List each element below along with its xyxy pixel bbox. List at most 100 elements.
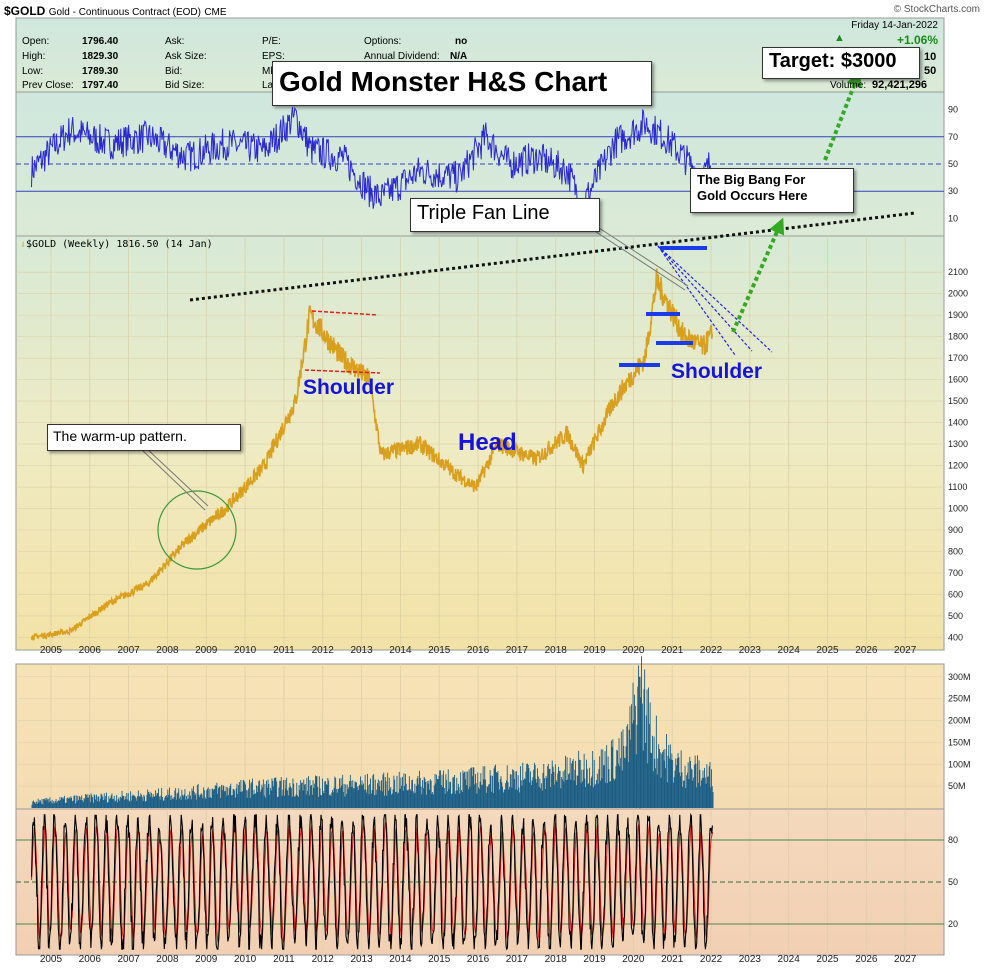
- volume-bar: [125, 799, 127, 808]
- volume-bar: [225, 786, 227, 808]
- volume-bar: [137, 790, 139, 808]
- volume-bar: [663, 760, 665, 808]
- volume-bar: [402, 776, 403, 808]
- volume-bar: [284, 779, 286, 808]
- volume-bar: [666, 782, 668, 808]
- volume-bar: [454, 793, 456, 808]
- volume-bar: [699, 769, 701, 808]
- x-tick-label: 2026: [855, 954, 878, 965]
- volume-bar: [413, 793, 415, 808]
- right-shoulder-label: Shoulder: [671, 360, 763, 383]
- volume-bar: [155, 790, 156, 808]
- volume-bar: [527, 763, 528, 808]
- x-tick-label: 2012: [312, 954, 335, 965]
- volume-bar: [656, 774, 658, 808]
- volume-bar: [315, 775, 316, 808]
- volume-bar: [570, 779, 572, 808]
- volume-bar: [119, 800, 121, 808]
- volume-bar: [39, 800, 41, 808]
- volume-bar: [610, 781, 611, 808]
- volume-bar: [188, 798, 190, 808]
- volume-bar: [78, 799, 79, 808]
- volume-bar: [242, 779, 244, 808]
- volume-bar: [312, 780, 314, 808]
- volume-bar: [450, 781, 451, 808]
- volume-bar: [311, 794, 313, 808]
- price-series-legend: ⇃$GOLD (Weekly) 1816.50 (14 Jan): [20, 239, 213, 250]
- volume-bar: [234, 790, 236, 808]
- volume-bar: [343, 783, 345, 808]
- price-tick-label: 1100: [948, 482, 967, 492]
- volume-bar: [593, 787, 594, 808]
- volume-bar: [638, 665, 639, 808]
- volume-bar: [524, 779, 526, 808]
- volume-bar: [164, 797, 166, 808]
- volume-bar: [129, 801, 131, 808]
- volume-bar: [415, 785, 417, 808]
- volume-bar: [245, 784, 246, 808]
- volume-bar: [516, 771, 517, 808]
- volume-bar: [133, 795, 135, 808]
- volume-bar: [438, 775, 440, 808]
- rsi-tick-label: 10: [948, 213, 958, 223]
- volume-bar: [525, 771, 527, 808]
- volume-bar: [98, 796, 100, 808]
- volume-bar: [662, 749, 664, 808]
- volume-bar: [538, 786, 540, 808]
- volume-bar: [673, 777, 675, 808]
- volume-bar: [496, 773, 498, 808]
- volume-bar: [210, 798, 212, 808]
- price-tick-label: 1300: [948, 439, 968, 449]
- volume-bar: [693, 764, 695, 808]
- volume-bar: [428, 780, 430, 808]
- volume-bar: [121, 790, 123, 808]
- volume-bar: [235, 788, 237, 808]
- x-tick-label: 2014: [389, 954, 412, 965]
- volume-bar: [562, 771, 564, 808]
- volume-bar: [475, 783, 477, 808]
- volume-bar: [332, 792, 334, 808]
- x-tick-label: 2027: [894, 645, 917, 656]
- volume-bar: [64, 803, 66, 808]
- volume-bar: [159, 799, 161, 808]
- volume-bar: [681, 772, 683, 808]
- volume-bar: [426, 794, 427, 808]
- volume-bar: [419, 770, 420, 808]
- volume-bar: [326, 785, 328, 808]
- price-tick-label: 900: [948, 525, 963, 535]
- volume-bar: [466, 785, 468, 808]
- la-label: La: [262, 80, 274, 91]
- volume-bar: [279, 780, 281, 808]
- volume-bar: [176, 799, 177, 808]
- volume-bar: [229, 786, 231, 808]
- price-tick-label: 2000: [948, 289, 968, 299]
- volume-bar: [704, 767, 705, 808]
- volume-bar: [223, 786, 225, 808]
- volume-bar: [512, 769, 514, 808]
- volume-bar: [541, 783, 542, 808]
- volume-bar: [231, 795, 233, 808]
- volume-bar: [480, 773, 482, 808]
- volume-bar: [710, 787, 712, 808]
- volume-bar: [441, 774, 443, 808]
- volume-bar: [389, 788, 391, 808]
- volume-bar: [412, 791, 414, 808]
- volume-bar: [543, 764, 545, 808]
- volume-bar: [45, 800, 47, 808]
- volume-bar: [114, 801, 116, 808]
- volume-bar: [349, 781, 350, 808]
- low-value: 1789.30: [82, 66, 119, 77]
- volume-bar: [527, 764, 529, 808]
- volume-bar: [485, 792, 487, 808]
- volume-bar: [431, 793, 433, 808]
- volume-bar: [586, 759, 587, 808]
- volume-bar: [662, 751, 663, 808]
- volume-bar: [566, 757, 568, 808]
- eps-label: EPS:: [262, 51, 285, 62]
- volume-bar: [642, 750, 644, 808]
- volume-bar: [216, 782, 218, 808]
- volume-bar: [190, 795, 191, 808]
- price-tick-label: 1400: [948, 418, 968, 428]
- volume-bar: [459, 793, 461, 808]
- volume-bar: [136, 800, 138, 808]
